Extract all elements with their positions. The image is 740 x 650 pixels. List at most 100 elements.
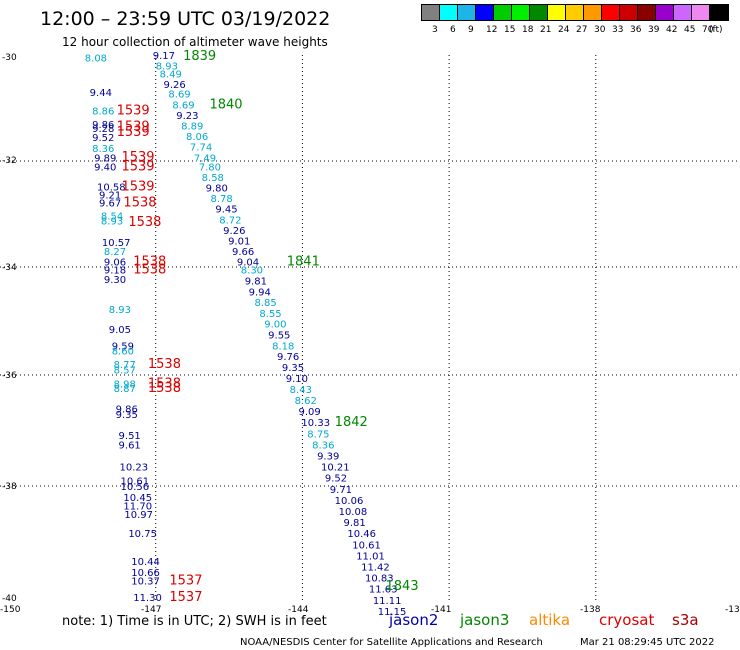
color-scale-label: 3 — [432, 25, 438, 35]
color-scale-label: 15 — [504, 25, 515, 35]
wave-height-labels: 9.178.938.499.268.698.699.238.898.067.74… — [85, 49, 419, 618]
wave-height-value: 8.06 — [186, 132, 208, 143]
color-scale-label: 39 — [648, 25, 660, 35]
pass-number-label: 1839 — [183, 49, 216, 64]
color-scale-swatch — [656, 5, 673, 20]
color-scale-label: 6 — [450, 25, 456, 35]
color-scale-label: 18 — [522, 25, 534, 35]
wave-height-value: 10.66 — [131, 568, 160, 579]
wave-height-value: 9.94 — [249, 287, 271, 298]
color-scale-swatch — [602, 5, 619, 20]
legend-jason3: jason3 — [459, 611, 509, 629]
wave-height-value: 8.87 — [114, 384, 136, 395]
wave-height-value: 8.85 — [254, 298, 276, 309]
color-scale-label: 36 — [630, 25, 642, 35]
wave-height-value: 10.61 — [352, 540, 381, 551]
wave-height-value: 9.59 — [112, 341, 134, 352]
color-scale-unit: (ft) — [709, 25, 723, 35]
wave-height-value: 9.39 — [317, 451, 339, 462]
pass-number-label: 1539 — [117, 120, 150, 135]
footer-timestamp: Mar 21 08:29:45 UTC 2022 — [580, 637, 715, 648]
wave-height-value: 8.72 — [219, 215, 241, 226]
latitude-labels: -30 -32 -34 -36 -38 -40 — [2, 53, 17, 604]
color-scale-label: 12 — [486, 25, 497, 35]
pass-number-label: 1538 — [123, 195, 156, 210]
wave-height-value: 9.26 — [164, 80, 186, 91]
pass-number-label: 1539 — [117, 104, 150, 119]
wave-height-value: 8.78 — [210, 194, 232, 205]
wave-height-value: 9.17 — [153, 51, 175, 62]
wave-height-value: 11.11 — [373, 596, 402, 607]
wave-height-value: 9.86 — [116, 404, 138, 415]
wave-height-value: 8.89 — [181, 121, 203, 132]
wave-height-value: 8.18 — [272, 341, 294, 352]
wave-height-value: 8.30 — [241, 266, 263, 277]
wave-height-value: 8.86 — [92, 107, 114, 118]
wave-height-value: 10.58 — [97, 182, 126, 193]
wave-height-value: 10.46 — [347, 529, 376, 540]
wave-height-value: 8.58 — [202, 173, 224, 184]
pass-number-label: 1538 — [148, 357, 181, 372]
wave-height-value: 9.71 — [330, 485, 352, 496]
lon-label: -144 — [288, 605, 309, 615]
pass-number-label: 1840 — [209, 97, 242, 112]
color-scale-swatch — [422, 5, 439, 20]
footer-note: note: 1) Time is in UTC; 2) SWH is in fe… — [62, 614, 327, 629]
wave-height-value: 9.18 — [104, 266, 126, 277]
wave-height-value: 10.97 — [124, 510, 153, 521]
wave-height-value: 8.62 — [295, 396, 317, 407]
wave-height-value: 8.77 — [114, 360, 136, 371]
wave-height-value: 9.45 — [215, 205, 237, 216]
wave-height-value: 9.05 — [109, 325, 131, 336]
footer-credit: NOAA/NESDIS Center for Satellite Applica… — [240, 637, 543, 648]
color-scale-swatch — [566, 5, 583, 20]
wave-height-value: 7.49 — [194, 153, 216, 164]
color-scale-swatch — [530, 5, 547, 20]
color-scale-swatch — [494, 5, 511, 20]
color-scale-swatch — [584, 5, 601, 20]
wave-height-value: 9.81 — [343, 518, 365, 529]
pass-number-label: 1842 — [335, 415, 368, 430]
wave-height-value: 10.83 — [365, 574, 394, 585]
color-scale-swatch — [476, 5, 493, 20]
color-scale-swatch — [512, 5, 529, 20]
wave-height-value: 9.30 — [104, 275, 126, 286]
color-scale-label: 30 — [594, 25, 606, 35]
wave-height-value: 8.69 — [168, 90, 190, 101]
wave-height-value: 9.35 — [116, 410, 138, 421]
wave-height-value: 11.70 — [123, 501, 152, 512]
wave-height-value: 11.42 — [361, 562, 390, 573]
lat-label: -32 — [2, 156, 17, 166]
wave-height-value: 10.06 — [335, 496, 364, 507]
wave-height-value: 7.80 — [199, 162, 221, 173]
lat-label: -38 — [2, 482, 17, 492]
color-scale-label: 33 — [612, 25, 623, 35]
wave-height-value: 11.15 — [378, 607, 407, 618]
color-scale-label: 70 — [702, 25, 714, 35]
wave-height-value: 8.57 — [114, 366, 136, 377]
map-subtitle: 12 hour collection of altimeter wave hei… — [62, 35, 328, 49]
color-scale-swatch — [692, 5, 709, 20]
wave-height-value: 9.00 — [264, 320, 286, 331]
wave-height-value: 9.28 — [92, 124, 114, 135]
wave-height-value: 9.61 — [119, 440, 141, 451]
wave-height-value: 9.80 — [206, 184, 228, 195]
wave-height-value: 10.33 — [301, 418, 330, 429]
pass-number-label: 1538 — [148, 381, 181, 396]
color-scale-swatch — [548, 5, 565, 20]
pass-number-label: 1539 — [117, 125, 150, 140]
wave-height-value: 9.09 — [298, 407, 320, 418]
wave-height-value: 9.52 — [92, 133, 114, 144]
wave-height-value: 8.27 — [104, 247, 126, 258]
wave-height-value: 9.44 — [90, 88, 112, 99]
pass-number-label: 1539 — [121, 159, 154, 174]
color-scale-label: 42 — [666, 25, 677, 35]
pass-number-label: 1537 — [169, 590, 202, 605]
wave-height-value: 10.23 — [120, 463, 149, 474]
wave-height-value: 8.60 — [112, 347, 134, 358]
color-scale-label: 9 — [468, 25, 474, 35]
lon-label: -138 — [580, 605, 601, 615]
